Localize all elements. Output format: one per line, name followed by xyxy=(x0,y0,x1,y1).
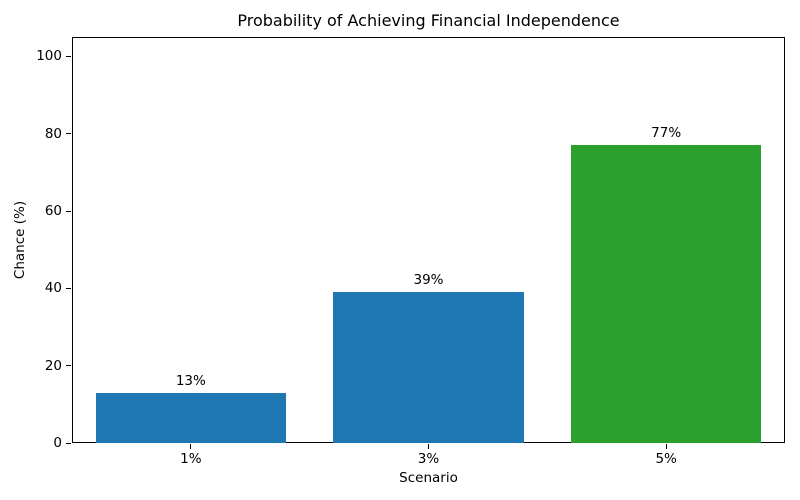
y-tick-mark xyxy=(66,365,71,367)
bar-value-label: 13% xyxy=(175,372,206,389)
x-tick-mark xyxy=(665,444,667,449)
x-tick-label: 1% xyxy=(180,451,202,467)
bar xyxy=(333,292,524,443)
bar xyxy=(95,392,286,443)
y-tick-label: 60 xyxy=(44,203,62,219)
y-tick-label: 40 xyxy=(44,280,62,297)
x-tick-label: 5% xyxy=(655,451,677,467)
y-tick-mark xyxy=(66,133,71,135)
y-tick-label: 20 xyxy=(44,357,62,374)
bar-value-label: 39% xyxy=(413,272,444,289)
x-tick-mark xyxy=(428,444,429,449)
y-tick-mark xyxy=(66,210,71,212)
x-axis-label: Scenario xyxy=(399,470,458,486)
bar-value-label: 77% xyxy=(651,125,682,142)
y-tick-mark xyxy=(66,287,71,289)
y-tick-label: 0 xyxy=(53,435,62,451)
bar xyxy=(571,145,762,443)
x-tick-label: 3% xyxy=(417,451,440,467)
y-axis-label: Chance (%) xyxy=(12,200,28,280)
x-tick-mark xyxy=(190,444,192,449)
y-tick-mark xyxy=(66,55,71,57)
chart-title: Probability of Achieving Financial Indep… xyxy=(237,11,620,30)
y-tick-mark xyxy=(66,442,71,444)
y-tick-label: 80 xyxy=(44,125,62,142)
y-tick-label: 100 xyxy=(36,48,62,65)
